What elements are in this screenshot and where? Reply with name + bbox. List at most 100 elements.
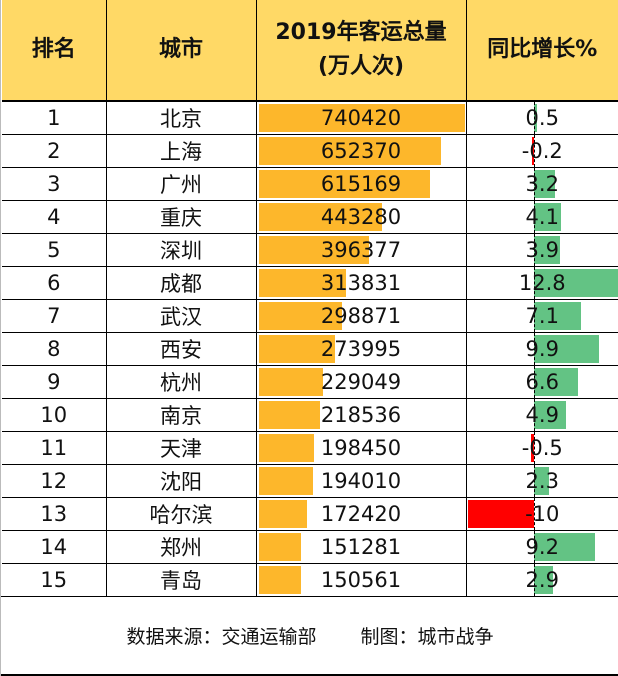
growth-cell: -0.2 <box>466 134 618 168</box>
volume-cell: 229049 <box>256 365 467 399</box>
volume-value: 273995 <box>320 337 402 361</box>
volume-cell: 652370 <box>256 134 467 168</box>
volume-value: 396377 <box>320 238 402 262</box>
growth-value: 2.3 <box>525 469 559 493</box>
table-row: 11 天津 198450 -0.5 <box>2 431 618 465</box>
volume-bar <box>258 137 441 165</box>
chart-author: 制图：城市战争 <box>360 626 494 648</box>
growth-cell: 7.1 <box>466 299 618 333</box>
growth-value: 2.9 <box>525 568 559 592</box>
negative-growth-bar <box>467 500 534 528</box>
volume-cell: 150561 <box>256 563 467 597</box>
volume-bar <box>258 434 314 462</box>
volume-value: 313831 <box>320 271 402 295</box>
rank-cell: 15 <box>2 563 107 597</box>
rank-cell: 11 <box>2 431 107 465</box>
volume-value: 298871 <box>320 304 402 328</box>
rank-cell: 5 <box>2 233 107 267</box>
volume-value: 652370 <box>320 139 402 163</box>
rank-cell: 10 <box>2 398 107 432</box>
volume-value: 151281 <box>320 535 402 559</box>
volume-bar <box>258 335 335 363</box>
table-row: 6 成都 313831 12.8 <box>2 266 618 300</box>
growth-cell: 0.5 <box>466 101 618 135</box>
data-source: 数据来源：交通运输部 <box>126 626 317 648</box>
volume-value: 740420 <box>320 106 402 130</box>
volume-cell: 172420 <box>256 497 467 531</box>
header-volume-line2: (万人次) <box>317 54 405 79</box>
volume-cell: 151281 <box>256 530 467 564</box>
city-cell: 武汉 <box>106 299 257 333</box>
rank-cell: 8 <box>2 332 107 366</box>
positive-growth-bar <box>533 203 561 231</box>
header-volume-line1: 2019年客运总量 <box>275 20 447 45</box>
volume-cell: 273995 <box>256 332 467 366</box>
header-rank: 排名 <box>2 0 107 102</box>
rank-cell: 12 <box>2 464 107 498</box>
zero-axis-line <box>533 465 535 497</box>
passenger-volume-table: 排名 城市 2019年客运总量 (万人次) 同比增长% 1 北京 740420 0.5… <box>2 0 618 597</box>
volume-bar <box>258 500 307 528</box>
growth-cell: 9.2 <box>466 530 618 564</box>
growth-cell: 2.9 <box>466 563 618 597</box>
zero-axis-line <box>533 333 535 365</box>
city-cell: 北京 <box>106 101 257 135</box>
positive-growth-bar <box>533 401 566 429</box>
growth-value: 4.1 <box>525 205 559 229</box>
growth-value: -10 <box>525 502 560 526</box>
zero-axis-line <box>533 234 535 266</box>
zero-axis-line <box>533 531 535 563</box>
table-row: 2 上海 652370 -0.2 <box>2 134 618 168</box>
volume-bar <box>258 104 465 132</box>
table-row: 4 重庆 443280 4.1 <box>2 200 618 234</box>
volume-bar <box>258 302 342 330</box>
volume-bar <box>258 170 430 198</box>
city-cell: 成都 <box>106 266 257 300</box>
volume-bar <box>258 368 323 396</box>
rank-cell: 2 <box>2 134 107 168</box>
city-cell: 杭州 <box>106 365 257 399</box>
city-cell: 沈阳 <box>106 464 257 498</box>
volume-cell: 740420 <box>256 101 467 135</box>
city-cell: 重庆 <box>106 200 257 234</box>
table-row: 15 青岛 150561 2.9 <box>2 563 618 597</box>
volume-cell: 615169 <box>256 167 467 201</box>
positive-growth-bar <box>533 368 578 396</box>
growth-value: 7.1 <box>525 304 559 328</box>
rank-cell: 6 <box>2 266 107 300</box>
volume-bar <box>258 533 301 561</box>
growth-cell: -0.5 <box>466 431 618 465</box>
table-row: 3 广州 615169 3.2 <box>2 167 618 201</box>
table-row: 12 沈阳 194010 2.3 <box>2 464 618 498</box>
growth-cell: 9.9 <box>466 332 618 366</box>
city-cell: 广州 <box>106 167 257 201</box>
growth-value: 0.5 <box>525 106 559 130</box>
growth-value: 9.9 <box>525 337 559 361</box>
growth-cell: 12.8 <box>466 266 618 300</box>
growth-cell: 4.9 <box>466 398 618 432</box>
volume-value: 172420 <box>320 502 402 526</box>
city-cell: 西安 <box>106 332 257 366</box>
table-row: 8 西安 273995 9.9 <box>2 332 618 366</box>
table-row: 5 深圳 396377 3.9 <box>2 233 618 267</box>
growth-value: 4.9 <box>525 403 559 427</box>
zero-axis-line <box>533 432 535 464</box>
volume-bar <box>258 236 369 264</box>
city-cell: 郑州 <box>106 530 257 564</box>
rank-cell: 3 <box>2 167 107 201</box>
positive-growth-bar <box>533 302 581 330</box>
growth-cell: 3.9 <box>466 233 618 267</box>
zero-axis-line <box>533 399 535 431</box>
rank-cell: 13 <box>2 497 107 531</box>
volume-cell: 396377 <box>256 233 467 267</box>
volume-value: 150561 <box>320 568 402 592</box>
growth-value: 3.2 <box>525 172 559 196</box>
volume-value: 218536 <box>320 403 402 427</box>
positive-growth-bar <box>533 566 553 594</box>
negative-growth-bar <box>531 137 534 165</box>
volume-value: 229049 <box>320 370 402 394</box>
growth-value: -0.5 <box>521 436 563 460</box>
zero-axis-line <box>533 102 535 134</box>
rank-cell: 4 <box>2 200 107 234</box>
